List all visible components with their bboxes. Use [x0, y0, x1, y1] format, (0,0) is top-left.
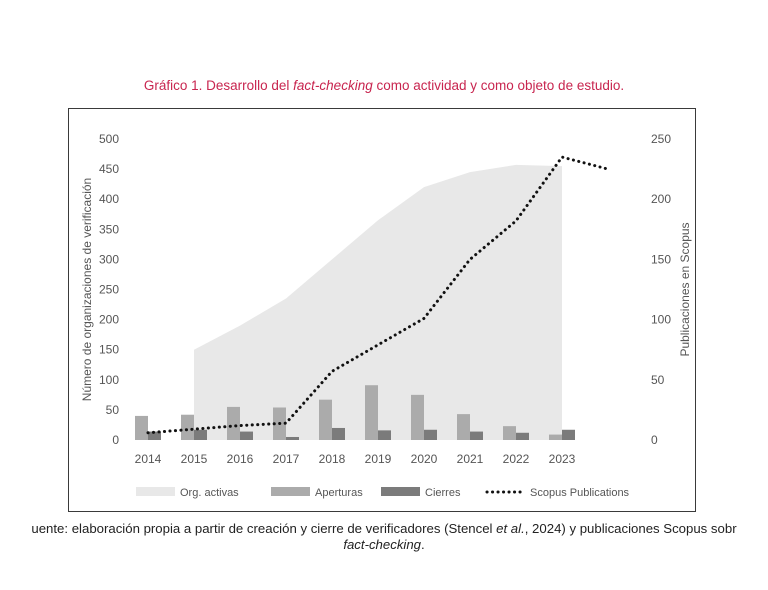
figure-title-suffix: como actividad y como objeto de estudio. — [372, 78, 625, 93]
x-tick-label-2022: 2022 — [503, 452, 530, 466]
y2-axis-label: Publicaciones en Scopus — [678, 222, 692, 356]
y-tick-label: 350 — [99, 222, 119, 236]
x-tick-label-2018: 2018 — [319, 452, 346, 466]
legend-swatch-org-activas — [136, 487, 175, 496]
y-tick-label: 250 — [99, 283, 119, 297]
legend-swatch-cierres — [381, 487, 420, 496]
bar-cierres-2021 — [470, 431, 483, 440]
x-tick-label-2021: 2021 — [457, 452, 484, 466]
x-tick-label-2016: 2016 — [227, 452, 254, 466]
line-scopus-publications — [146, 155, 610, 435]
bar-cierres-2014 — [148, 431, 161, 440]
legend-label-scopus: Scopus Publications — [530, 487, 630, 499]
bar-aperturas-2019 — [365, 385, 378, 440]
bar-cierres-2017 — [286, 436, 299, 440]
x-tick-label-2014: 2014 — [135, 452, 162, 466]
y-tick-label: 0 — [112, 433, 119, 447]
bar-cierres-2016 — [240, 431, 253, 440]
bar-cierres-2019 — [378, 430, 391, 440]
figure-caption: uente: elaboración propia a partir de cr… — [0, 521, 768, 553]
caption-end: . — [421, 537, 425, 552]
y-axis-label: Número de organizaciones de verificación — [80, 178, 94, 401]
bar-cierres-2020 — [424, 429, 437, 440]
caption-italic-etal: et al. — [496, 521, 525, 536]
chart: 0 50 100 150 200 250 300 350 400 450 500 0 50 100 150 2… — [80, 132, 692, 499]
bar-aperturas-2022 — [503, 426, 516, 440]
x-tick-label-2017: 2017 — [273, 452, 300, 466]
area-org-activas — [194, 164, 562, 441]
legend-label-aperturas: Aperturas — [315, 487, 363, 499]
y2-tick-label: 50 — [651, 373, 665, 387]
caption-line-2: fact-checking. — [0, 537, 768, 553]
figure-title-italic: fact-checking — [293, 78, 373, 93]
x-tick-label-2015: 2015 — [181, 452, 208, 466]
y-tick-label: 50 — [106, 403, 120, 417]
chart-frame: 0 50 100 150 200 250 300 350 400 450 500 0 50 100 150 2… — [68, 108, 696, 512]
figure-title: Gráfico 1. Desarrollo del fact-checking … — [0, 78, 768, 93]
bar-cierres-2023 — [562, 429, 575, 440]
y2-tick-label: 200 — [651, 192, 671, 206]
x-tick-label-2023: 2023 — [549, 452, 576, 466]
legend-swatch-aperturas — [271, 487, 310, 496]
bar-aperturas-2015 — [181, 414, 194, 440]
y-tick-label: 500 — [99, 132, 119, 146]
caption-line-1: uente: elaboración propia a partir de cr… — [0, 521, 768, 537]
y2-tick-label: 150 — [651, 252, 671, 266]
y-tick-label: 300 — [99, 252, 119, 266]
y-tick-label: 100 — [99, 373, 119, 387]
bar-aperturas-2016 — [227, 406, 240, 440]
figure-title-prefix: Gráfico 1. Desarrollo del — [143, 78, 294, 93]
bar-aperturas-2018 — [319, 399, 332, 440]
bar-aperturas-2020 — [411, 394, 424, 440]
bar-cierres-2018 — [332, 427, 345, 440]
y-tick-label: 450 — [99, 162, 119, 176]
caption-italic-factchecking: fact-checking — [343, 537, 422, 552]
x-tick-label-2020: 2020 — [411, 452, 438, 466]
bar-aperturas-2021 — [457, 414, 470, 440]
y2-tick-label: 100 — [651, 313, 671, 327]
y-tick-label: 150 — [99, 343, 119, 357]
caption-suffix: , 2024) y publicaciones Scopus sobr — [524, 521, 737, 536]
y2-tick-label: 250 — [651, 132, 671, 146]
legend-label-org-activas: Org. activas — [180, 487, 239, 499]
x-tick-label-2019: 2019 — [365, 452, 392, 466]
bar-cierres-2022 — [516, 432, 529, 440]
y2-tick-label: 0 — [651, 433, 658, 447]
legend-label-cierres: Cierres — [425, 487, 461, 499]
bar-cierres-2015 — [194, 429, 207, 440]
bar-aperturas-2014 — [135, 415, 148, 440]
y-tick-label: 200 — [99, 313, 119, 327]
y-tick-label: 400 — [99, 192, 119, 206]
bar-aperturas-2023 — [549, 434, 562, 440]
caption-prefix: uente: elaboración propia a partir de cr… — [31, 521, 497, 536]
